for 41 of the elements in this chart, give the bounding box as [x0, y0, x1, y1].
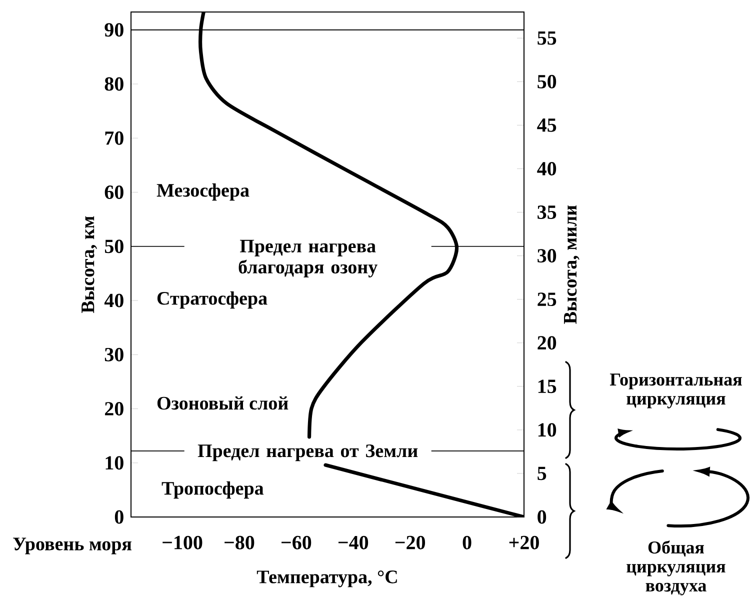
y2-tick-label: 0 [538, 510, 546, 524]
y-tick-label: 0 [114, 510, 124, 524]
x-tick-label: −60 [282, 536, 312, 550]
annotation: Озоновый слой [157, 396, 288, 410]
y-tick-label: 30 [104, 348, 124, 362]
annotation: Тропосфера [162, 481, 264, 499]
y2-tick-label: 35 [538, 206, 556, 219]
text: Общая циркуляция воздуха [626, 540, 726, 596]
y-axis-title: Высота, км [82, 216, 97, 314]
y2-tick-label: 20 [538, 336, 556, 350]
y-tick-label: 40 [104, 294, 124, 308]
y2-tick-label: 30 [538, 249, 556, 263]
y2-tick-label: 40 [537, 162, 556, 176]
y2-axis-title: Высота, мили [564, 205, 580, 324]
y2-tick-label: 10 [538, 423, 556, 437]
y2-tick-label: 5 [538, 466, 546, 480]
x-tick-label: −20 [395, 536, 426, 550]
ref-line-label: Предел нагрева благодаря озону [238, 240, 378, 278]
y2-tick-label: 50 [538, 74, 556, 88]
y2-tick-label: 55 [538, 31, 556, 45]
y2-tick-label: 25 [538, 292, 556, 306]
x-tick-label: −80 [224, 536, 254, 550]
y-tick-label: 90 [104, 23, 124, 37]
y2-tick-label: 15 [538, 380, 556, 394]
y-tick-label: 60 [104, 185, 124, 199]
annotation: Мезосфера [156, 183, 250, 201]
ref-line-label: Предел нагрева от Земли [198, 444, 418, 462]
x-axis-title: Температура, °C [256, 570, 397, 588]
y-tick-label: 20 [105, 402, 124, 416]
text: Горизонтальная циркуляция [610, 374, 742, 408]
x-tick-label: 0 [462, 536, 472, 550]
x-tick-label: +20 [509, 536, 539, 550]
annotation: Стратосфера [157, 291, 268, 309]
x-tick-label: −40 [338, 536, 368, 550]
y-tick-label: 10 [106, 456, 124, 470]
y-tick-label: 50 [104, 240, 124, 254]
x-tick-label: −100 [162, 536, 202, 550]
text: Уровень моря [13, 538, 132, 554]
y-tick-label: 70 [105, 131, 124, 145]
y2-tick-label: 45 [537, 118, 556, 132]
y-tick-label: 80 [104, 77, 124, 91]
